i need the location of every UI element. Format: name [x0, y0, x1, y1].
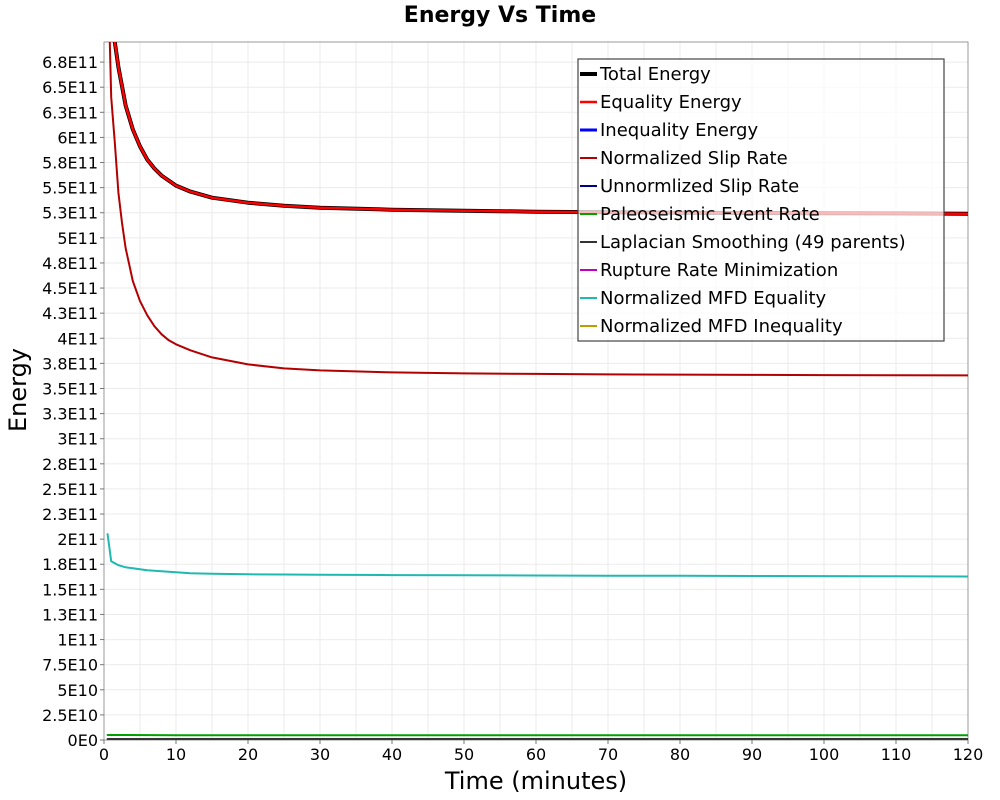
- y-tick-label: 3.5E11: [42, 379, 98, 398]
- y-axis-label: Energy: [4, 348, 32, 432]
- x-tick-label: 30: [310, 745, 330, 764]
- y-tick-label: 5.8E11: [42, 154, 98, 173]
- chart-title: Energy Vs Time: [404, 3, 596, 28]
- legend-label: Normalized MFD Inequality: [600, 316, 843, 337]
- x-tick-label: 100: [809, 745, 840, 764]
- y-tick-label: 1E11: [57, 631, 98, 650]
- y-tick-label: 3E11: [57, 430, 98, 449]
- y-tick-label: 4E11: [57, 329, 98, 348]
- legend-label: Laplacian Smoothing (49 parents): [600, 232, 906, 253]
- legend-box: [577, 58, 945, 342]
- legend-label: Paleoseismic Event Rate: [600, 204, 820, 225]
- y-tick-label: 5.5E11: [42, 179, 98, 198]
- y-tick-label: 6.5E11: [42, 78, 98, 97]
- x-tick-label: 40: [382, 745, 402, 764]
- x-tick-label: 10: [166, 745, 186, 764]
- x-tick-label: 110: [881, 745, 912, 764]
- legend-label: Rupture Rate Minimization: [600, 260, 838, 281]
- y-tick-label: 2.3E11: [42, 505, 98, 524]
- y-tick-label: 6E11: [57, 128, 98, 147]
- legend-label: Unnormlized Slip Rate: [600, 176, 799, 197]
- y-tick-label: 4.3E11: [42, 304, 98, 323]
- y-tick-label: 4.8E11: [42, 254, 98, 273]
- y-tick-label: 3.8E11: [42, 354, 98, 373]
- y-tick-label: 5E11: [57, 229, 98, 248]
- legend-label: Inequality Energy: [600, 120, 758, 141]
- legend-items: Total Energy Equality Energy Inequality En…: [580, 64, 906, 337]
- y-tick-label: 5E10: [57, 681, 98, 700]
- x-tick-label: 90: [742, 745, 762, 764]
- x-tick-label: 60: [526, 745, 546, 764]
- y-tick-label: 1.5E11: [42, 580, 98, 599]
- x-tick-label: 70: [598, 745, 618, 764]
- y-tick-label: 1.8E11: [42, 555, 98, 574]
- y-tick-label: 1.3E11: [42, 605, 98, 624]
- series-line-3: [108, 42, 968, 377]
- y-tick-label: 2.5E11: [42, 480, 98, 499]
- y-tick-label: 4.5E11: [42, 279, 98, 298]
- y-tick-label: 2.5E10: [42, 706, 98, 725]
- y-tick-label: 2E11: [57, 530, 98, 549]
- x-tick-label: 80: [670, 745, 690, 764]
- legend-label: Total Energy: [599, 64, 711, 85]
- x-tick-label: 50: [454, 745, 474, 764]
- x-tick-label: 20: [238, 745, 258, 764]
- y-tick-label: 2.8E11: [42, 455, 98, 474]
- legend-label: Equality Energy: [600, 92, 742, 113]
- y-tick-label: 5.3E11: [42, 204, 98, 223]
- x-axis-ticks: 0 10 20 30 40 50 60 70 80 90 100 110 120: [99, 740, 983, 764]
- series-line-8: [106, 533, 968, 578]
- x-axis-label: Time (minutes): [444, 767, 627, 795]
- y-axis-ticks: 0E0 2.5E10 5E10 7.5E10 1E11 1.3E11 1.5E11 1.8E1…: [42, 53, 104, 750]
- x-tick-label: 120: [953, 745, 984, 764]
- y-tick-label: 0E0: [68, 731, 98, 750]
- legend-label: Normalized Slip Rate: [600, 148, 788, 169]
- y-tick-label: 6.8E11: [42, 53, 98, 72]
- legend-label: Normalized MFD Equality: [600, 288, 827, 309]
- x-tick-label: 0: [99, 745, 109, 764]
- y-tick-label: 6.3E11: [42, 103, 98, 122]
- y-tick-label: 3.3E11: [42, 405, 98, 424]
- legend: Total Energy Equality Energy Inequality En…: [577, 58, 945, 342]
- y-tick-label: 7.5E10: [42, 656, 98, 675]
